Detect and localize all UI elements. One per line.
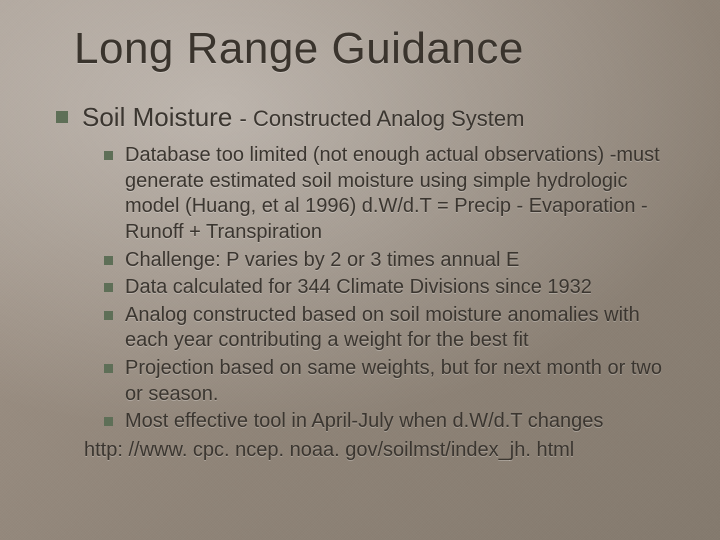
square-bullet-icon: [104, 311, 113, 320]
square-bullet-icon: [104, 256, 113, 265]
list-item-text: Data calculated for 344 Climate Division…: [125, 275, 592, 301]
square-bullet-icon: [104, 151, 113, 160]
bullet-level1: Soil Moisture - Constructed Analog Syste…: [56, 102, 680, 463]
list-item-text: Database too limited (not enough actual …: [125, 143, 680, 245]
slide-content: Long Range Guidance Soil Moisture - Cons…: [0, 0, 720, 540]
slide-title: Long Range Guidance: [74, 24, 680, 74]
list-item-text: Projection based on same weights, but fo…: [125, 356, 680, 407]
list-item: Challenge: P varies by 2 or 3 times annu…: [104, 248, 680, 274]
list-item-text: Most effective tool in April-July when d…: [125, 409, 603, 435]
square-bullet-icon: [56, 111, 68, 123]
list-item: Analog constructed based on soil moistur…: [104, 303, 680, 354]
square-bullet-icon: [104, 364, 113, 373]
bullet-level1-text: Soil Moisture - Constructed Analog Syste…: [82, 102, 524, 133]
main-subheading: - Constructed Analog System: [240, 106, 525, 131]
square-bullet-icon: [104, 283, 113, 292]
list-item: Data calculated for 344 Climate Division…: [104, 275, 680, 301]
list-item: Most effective tool in April-July when d…: [104, 409, 680, 435]
list-item: Database too limited (not enough actual …: [104, 143, 680, 245]
bullet-row: Soil Moisture - Constructed Analog Syste…: [56, 102, 680, 133]
list-item-text: Challenge: P varies by 2 or 3 times annu…: [125, 248, 519, 274]
list-item: Projection based on same weights, but fo…: [104, 356, 680, 407]
bullet-level2-list: Database too limited (not enough actual …: [104, 143, 680, 435]
square-bullet-icon: [104, 417, 113, 426]
main-heading: Soil Moisture: [82, 102, 232, 132]
list-item-text: Analog constructed based on soil moistur…: [125, 303, 680, 354]
reference-url: http: //www. cpc. ncep. noaa. gov/soilms…: [84, 437, 680, 463]
